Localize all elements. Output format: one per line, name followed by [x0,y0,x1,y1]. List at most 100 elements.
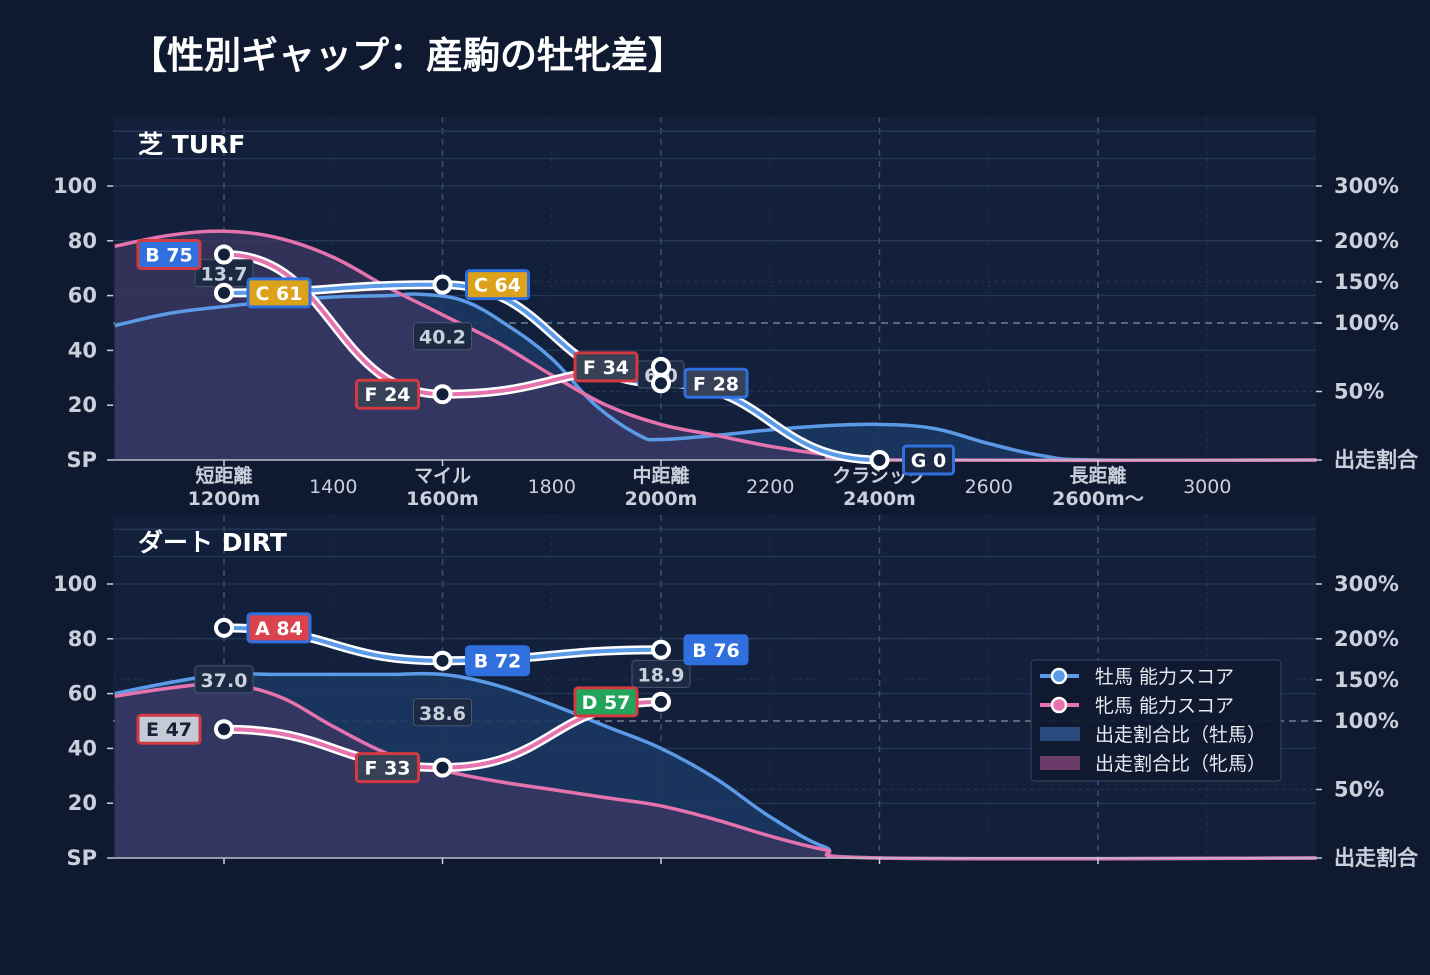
x-tick-label: マイル [414,465,471,487]
y-tick-label: 80 [68,229,97,253]
grade-label: B 72 [474,651,522,673]
panel-title: 芝 TURF [138,130,245,159]
y-tick-label: SP [66,846,97,870]
panel-turf: 芝 TURF SP 20 40 60 80 100 300% 200% 150% 100% 50% 出走… [53,117,1419,510]
grade-label: F 24 [364,384,410,406]
female-share-line [114,229,1317,463]
grade-label-box [355,378,420,410]
legend-patch-swatch [1040,727,1080,741]
x-minor-tick-label: 2600 [965,476,1013,498]
legend-marker-swatch [1050,696,1068,714]
legend-item-label: 出走割合比（牝馬） [1095,753,1266,775]
male-score-marker-inner [873,454,886,466]
y-tick-label: 80 [68,627,97,651]
y2-tick-label: 出走割合 [1334,448,1419,472]
grade-label-box [136,713,202,745]
y-tick-label: 60 [68,682,97,706]
female-share-line [114,681,1317,861]
y2-tick-label: 50% [1334,380,1384,404]
female-score-marker-inner [218,723,230,736]
grade-label-box [465,269,530,301]
y-tick-label: 60 [68,284,97,308]
grade-label-box [573,686,639,718]
x-tick-label: 2400m [843,488,916,510]
male-score-line [222,282,882,462]
x-tick-label: 短距離 [195,464,252,487]
x-tick-label: 中距離 [632,464,689,487]
grade-label-box [246,277,312,309]
chart-title: 【性別ギャップ：産駒の牡牝差】 [130,34,685,77]
y-tick-label: 100 [53,572,97,596]
gap-label-box [413,322,472,351]
y2-tick-label: 200% [1334,627,1399,651]
female-score-marker-inner [218,248,230,261]
gap-label-box [631,659,691,688]
y2-tick-label: 出走割合 [1334,846,1419,870]
panel-title: ダート DIRT [138,528,287,557]
grade-label-box [465,645,530,677]
grade-label: B 76 [692,640,740,662]
x-minor-tick-label: 1800 [528,476,576,498]
legend-box [1030,659,1282,782]
y-tick-label: 40 [68,338,97,362]
x-tick-label: 2600m〜 [1052,488,1144,510]
grade-label-box [902,444,955,476]
legend-item-label: 牡馬 能力スコア [1095,666,1234,688]
grade-label: F 34 [583,357,629,379]
y2-tick-label: 150% [1334,270,1399,294]
legend-patch-swatch [1040,756,1080,770]
male-score-marker-inner [218,286,230,299]
x-tick-label: 1600m [406,488,479,510]
female-score-marker-inner [436,761,449,774]
x-tick-label: 1200m [188,488,261,510]
gap-label: 37.0 [201,670,248,692]
grade-label-box [136,239,202,270]
y2-tick-label: 300% [1334,174,1399,198]
y2-tick-label: 50% [1334,778,1384,802]
female-share-area [114,683,1317,859]
legend-marker-swatch [1050,667,1068,685]
y-tick-label: 100 [53,174,97,198]
male-score-marker-inner [436,278,449,291]
chart-panels: 芝 TURF SP 20 40 60 80 100 300% 200% 150% 100% 50% 出走… [53,117,1419,870]
y2-tick-label: 100% [1334,709,1399,733]
y2-tick-label: 150% [1334,668,1399,692]
y-tick-label: 20 [68,791,97,815]
gap-label: 38.6 [419,703,466,725]
x-tick-label: 長距離 [1069,464,1126,487]
x-minor-tick-label: 3000 [1183,476,1231,498]
gap-label-box [413,698,472,727]
grade-label-box [683,634,749,666]
grade-label: F 28 [693,373,739,395]
grade-label-box [355,752,420,784]
male-score-marker-inner [655,643,667,656]
female-score-marker-inner [655,360,667,373]
grade-label-box [683,367,749,399]
x-tick-label: 2000m [625,488,698,510]
grade-label: C 64 [474,275,521,297]
grade-label: G 0 [911,450,946,472]
y2-tick-label: 300% [1334,572,1399,596]
panel-dirt: ダート DIRT SP 20 40 60 80 100 300% 200% 150% 100% 50%… [53,515,1419,870]
legend-item-label: 出走割合比（牡馬） [1095,724,1266,746]
y-tick-label: 40 [68,736,97,760]
grade-label: D 57 [582,692,631,714]
y-tick-label: 20 [68,393,97,417]
gap-label: 40.2 [419,327,466,349]
grade-label: A 84 [255,618,303,640]
x-minor-tick-label: 2200 [746,476,794,498]
female-score-marker-inner [655,695,667,708]
legend-item-label: 牝馬 能力スコア [1095,695,1234,717]
y2-tick-label: 100% [1334,311,1399,335]
gap-label: 18.9 [638,664,685,686]
male-score-marker-inner [218,621,230,634]
male-score-marker-inner [655,377,667,390]
y-tick-label: SP [66,448,97,472]
grade-label: F 33 [364,758,410,780]
grade-label: C 61 [256,283,303,305]
x-minor-tick-label: 1400 [309,476,357,498]
y2-tick-label: 200% [1334,229,1399,253]
gap-label-box [194,665,254,694]
